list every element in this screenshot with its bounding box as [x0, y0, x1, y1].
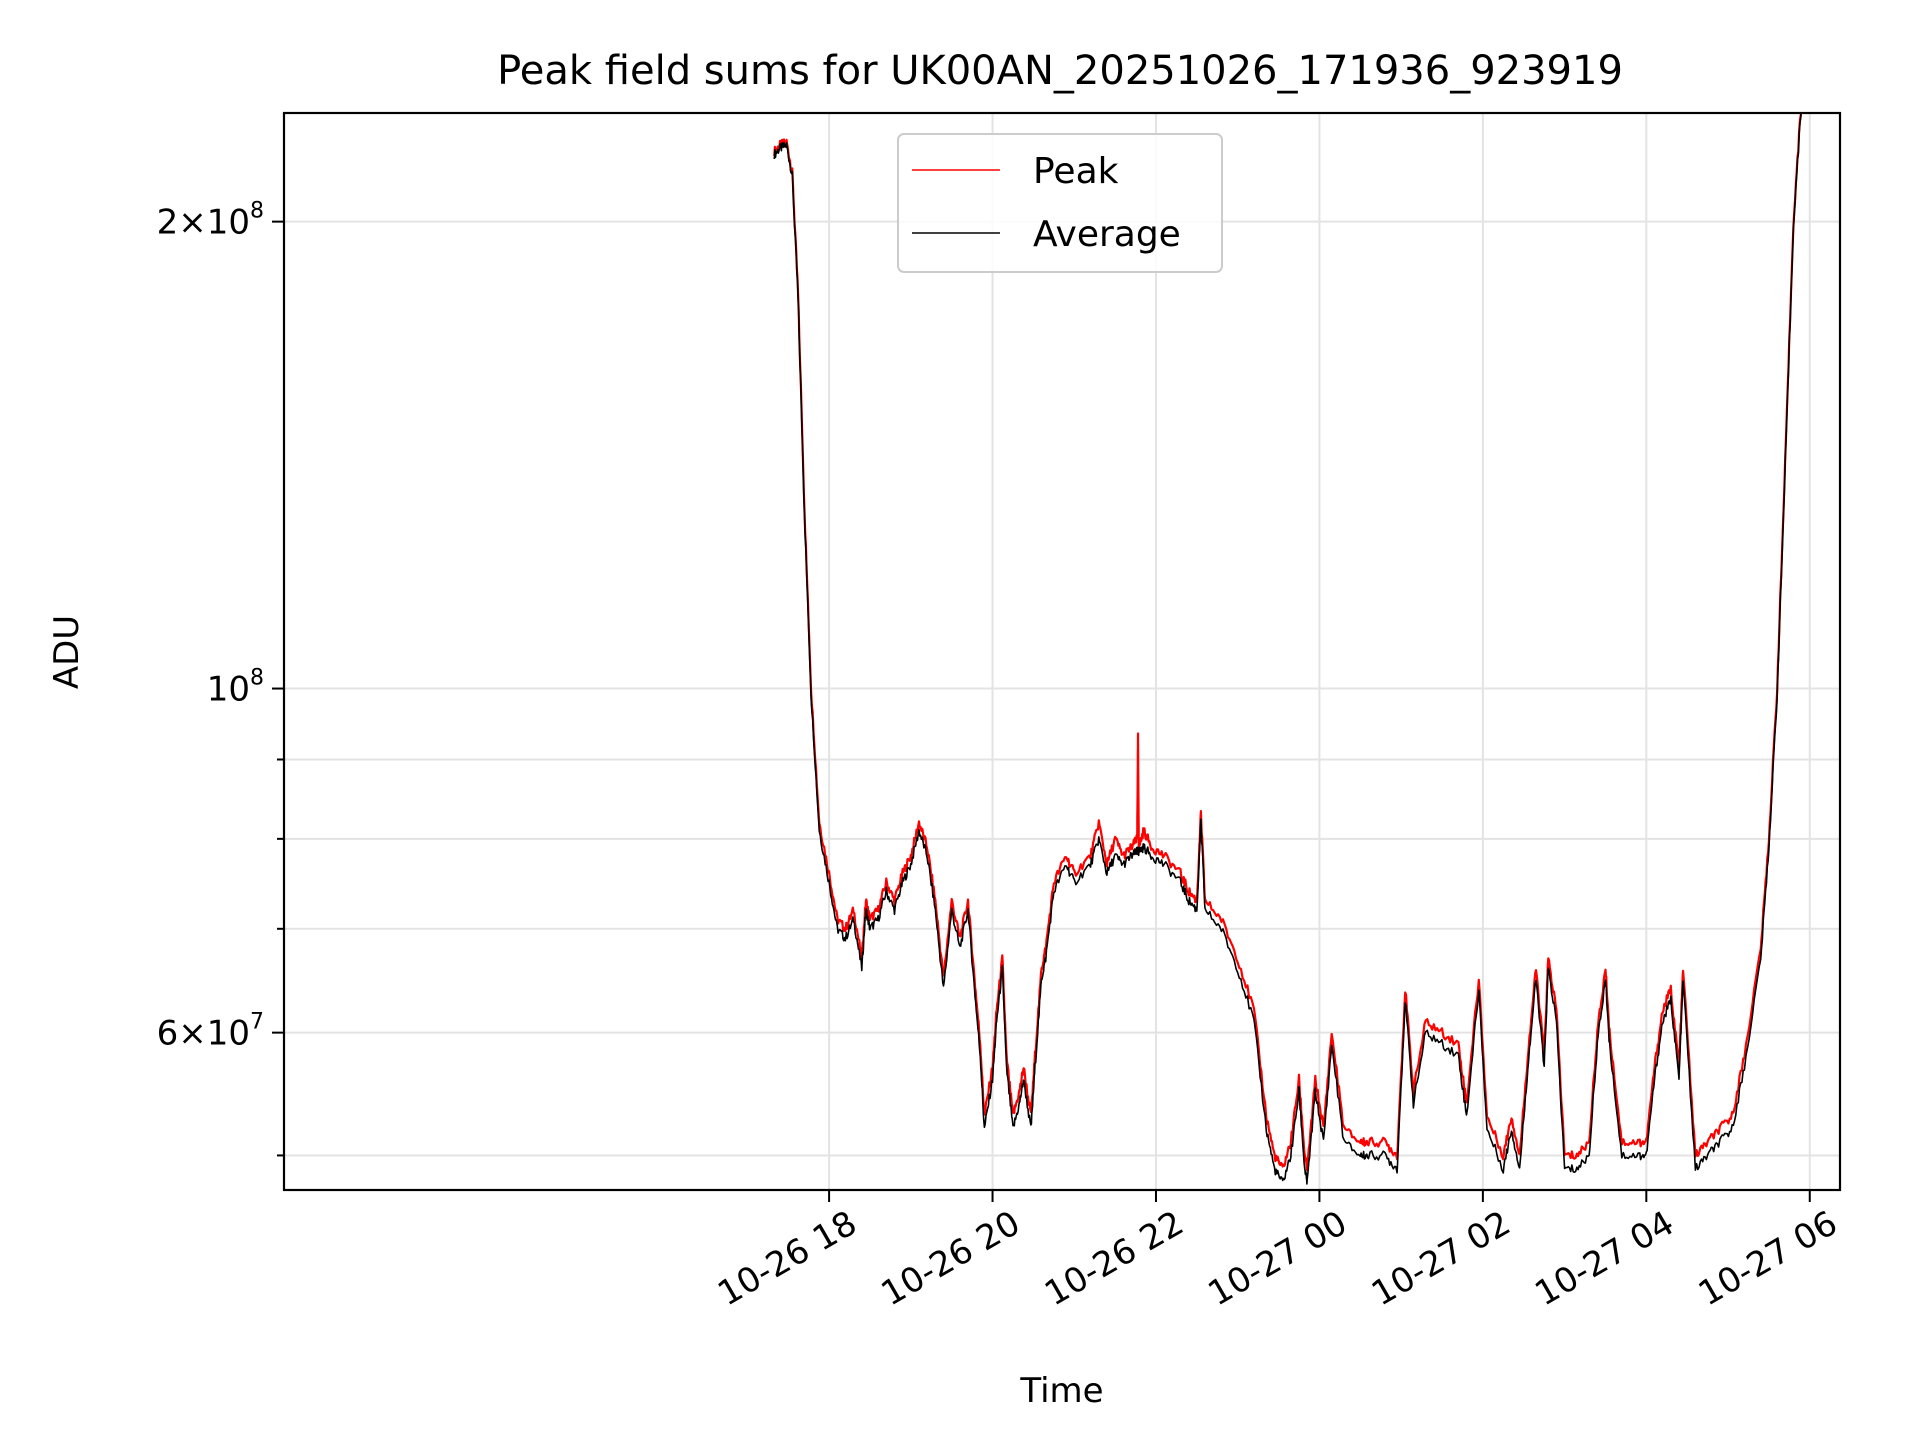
- series-line-average: [773, 113, 1802, 1185]
- chart-title: Peak field sums for UK00AN_20251026_1719…: [497, 48, 1623, 94]
- plot-frame: [282, 111, 1842, 1192]
- legend: Peak Average: [897, 133, 1223, 273]
- series-line-peak: [773, 113, 1803, 1172]
- x-axis-label: Time: [1019, 1371, 1103, 1411]
- legend-box: [897, 133, 1223, 273]
- y-tick-label: 6×107: [157, 1010, 264, 1054]
- y-axis-ticks: 6×107 108 2×108: [157, 199, 284, 1157]
- y-tick-label: 108: [207, 666, 264, 710]
- series-lines: [773, 113, 1803, 1185]
- legend-label-average: Average: [1033, 214, 1181, 255]
- y-axis-label: ADU: [47, 615, 87, 689]
- legend-label-peak: Peak: [1033, 151, 1119, 192]
- y-tick-label: 2×108: [157, 199, 264, 243]
